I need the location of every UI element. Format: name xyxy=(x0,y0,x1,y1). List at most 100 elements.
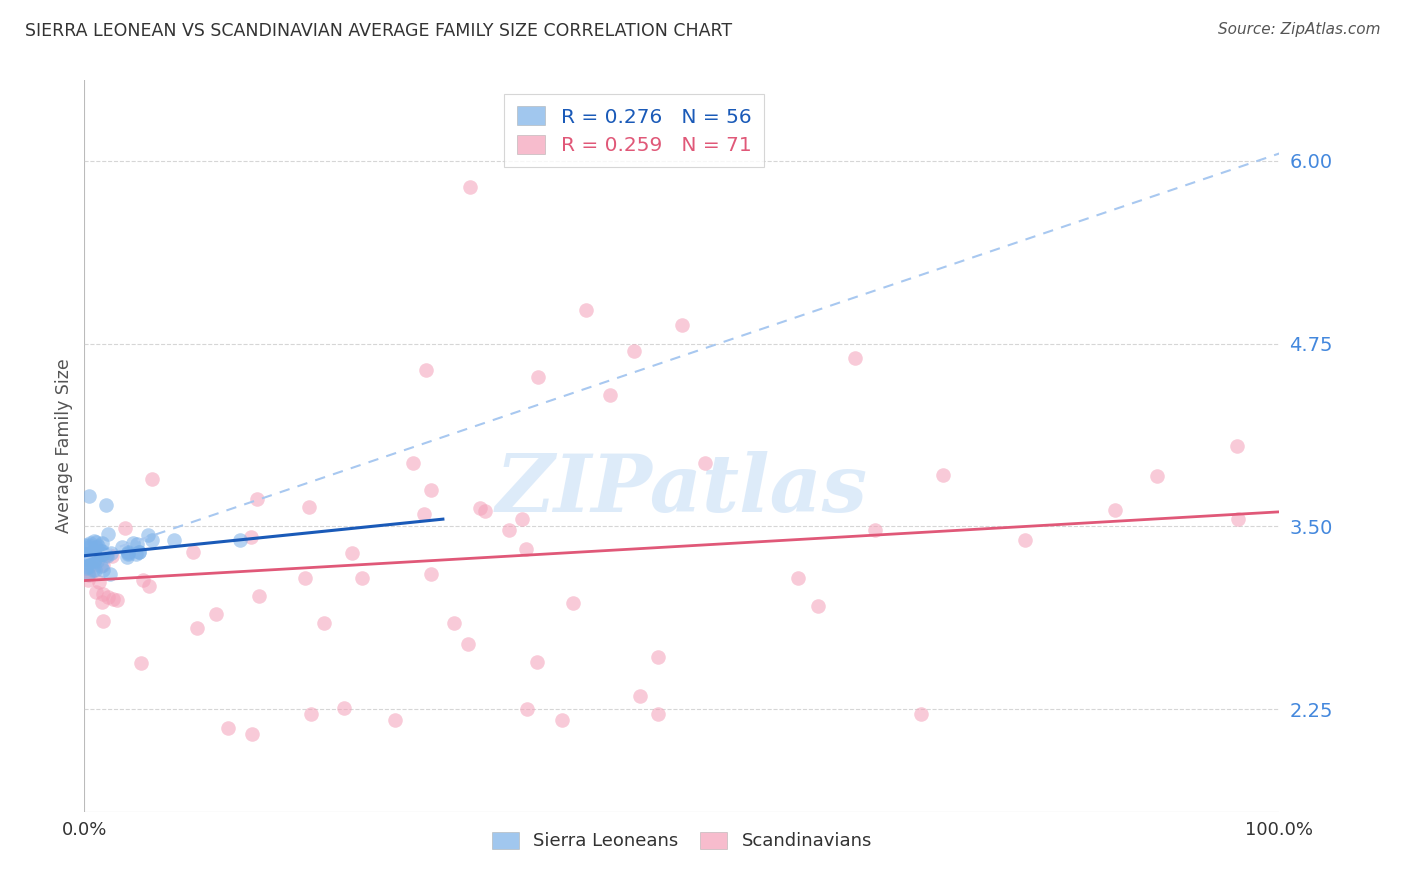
Point xyxy=(131,573,153,587)
Point xyxy=(384,713,406,727)
Text: ZIPatlas: ZIPatlas xyxy=(496,451,868,529)
Point xyxy=(117,546,139,560)
Point xyxy=(77,566,100,581)
Point xyxy=(228,533,250,547)
Point xyxy=(128,544,150,558)
Point xyxy=(84,584,107,599)
Point xyxy=(647,650,669,665)
Point xyxy=(1104,503,1126,517)
Point xyxy=(298,500,321,514)
Point xyxy=(75,551,97,566)
Point xyxy=(575,302,598,317)
Point xyxy=(79,559,101,574)
Point xyxy=(75,547,97,561)
Y-axis label: Average Family Size: Average Family Size xyxy=(55,359,73,533)
Point xyxy=(420,567,443,582)
Point xyxy=(515,542,537,557)
Point xyxy=(84,540,107,554)
Point xyxy=(141,533,163,547)
Point xyxy=(91,615,114,629)
Point xyxy=(91,558,114,572)
Point xyxy=(460,180,482,194)
Point xyxy=(86,554,108,568)
Point xyxy=(526,655,548,669)
Point xyxy=(111,540,134,554)
Point xyxy=(186,621,208,635)
Point xyxy=(413,507,436,521)
Text: SIERRA LEONEAN VS SCANDINAVIAN AVERAGE FAMILY SIZE CORRELATION CHART: SIERRA LEONEAN VS SCANDINAVIAN AVERAGE F… xyxy=(25,22,733,40)
Point xyxy=(599,388,621,402)
Point xyxy=(117,549,139,564)
Point xyxy=(77,540,100,554)
Point xyxy=(340,546,363,560)
Point xyxy=(1226,512,1249,526)
Point xyxy=(863,523,886,537)
Point xyxy=(80,551,103,566)
Point xyxy=(90,559,112,574)
Point xyxy=(217,722,239,736)
Point xyxy=(114,521,136,535)
Point xyxy=(163,533,186,547)
Point xyxy=(76,561,98,575)
Point xyxy=(314,615,336,630)
Point xyxy=(76,559,98,574)
Point xyxy=(77,557,100,571)
Point xyxy=(498,524,520,538)
Point xyxy=(415,363,437,377)
Point xyxy=(73,551,96,566)
Point xyxy=(844,351,866,366)
Point xyxy=(75,547,97,561)
Point xyxy=(96,549,118,563)
Point xyxy=(73,550,96,565)
Point xyxy=(1014,533,1036,548)
Point xyxy=(671,318,693,332)
Point xyxy=(73,538,96,552)
Legend: Sierra Leoneans, Scandinavians: Sierra Leoneans, Scandinavians xyxy=(485,824,879,857)
Point xyxy=(125,547,148,561)
Point xyxy=(121,535,143,549)
Point xyxy=(97,591,120,605)
Point xyxy=(93,587,115,601)
Point xyxy=(457,638,479,652)
Point xyxy=(84,534,107,549)
Point xyxy=(117,545,139,559)
Point xyxy=(83,543,105,558)
Point xyxy=(138,579,160,593)
Point xyxy=(240,530,263,544)
Point xyxy=(77,573,100,587)
Point xyxy=(205,607,228,622)
Point xyxy=(89,575,111,590)
Point xyxy=(910,706,932,721)
Point xyxy=(1226,439,1249,453)
Point xyxy=(98,566,121,581)
Point xyxy=(474,504,496,518)
Point xyxy=(807,599,830,614)
Point xyxy=(94,548,117,562)
Point xyxy=(86,551,108,566)
Point xyxy=(333,700,356,714)
Point xyxy=(1146,468,1168,483)
Point xyxy=(551,713,574,727)
Point xyxy=(94,498,117,512)
Point xyxy=(84,563,107,577)
Point xyxy=(77,489,100,503)
Point xyxy=(301,706,323,721)
Point xyxy=(100,545,122,559)
Point xyxy=(294,571,316,585)
Point xyxy=(516,702,538,716)
Point xyxy=(87,540,110,554)
Point xyxy=(562,596,585,610)
Point xyxy=(420,483,443,497)
Point xyxy=(73,548,96,562)
Point xyxy=(181,545,204,559)
Point xyxy=(79,535,101,549)
Point xyxy=(128,545,150,559)
Point xyxy=(246,491,269,506)
Point xyxy=(77,538,100,552)
Point xyxy=(786,571,808,585)
Point xyxy=(91,595,114,609)
Point xyxy=(628,690,651,704)
Point xyxy=(83,533,105,548)
Point xyxy=(352,571,374,585)
Point xyxy=(240,727,263,741)
